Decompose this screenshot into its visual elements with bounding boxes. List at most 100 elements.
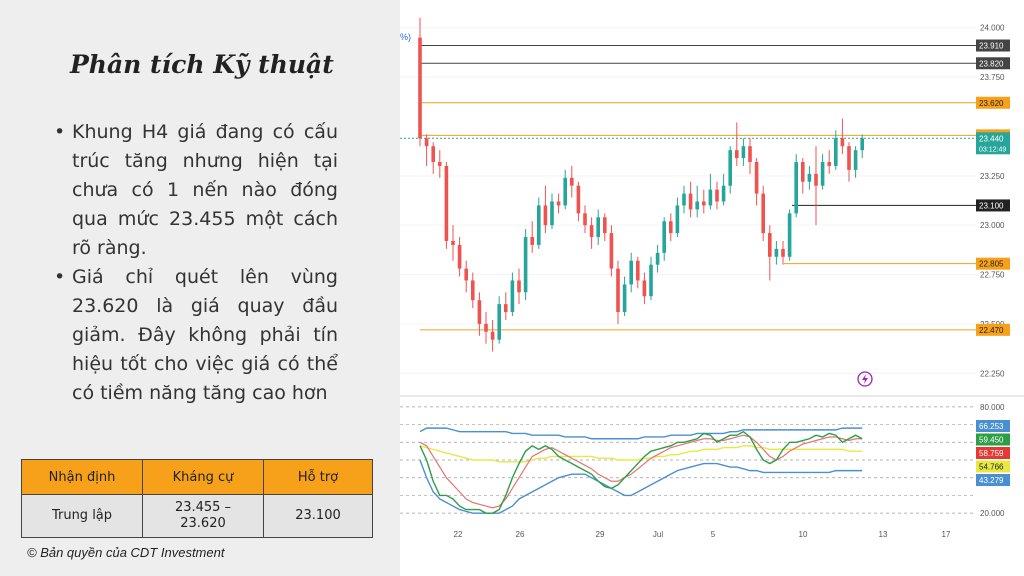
current-price-tag	[976, 132, 1010, 155]
candle-body	[735, 150, 739, 159]
price-tick-label: 23.000	[980, 221, 1005, 230]
copyright: © Bản quyền của CDT Investment	[27, 545, 225, 560]
oscillator-marker	[976, 474, 1010, 486]
candle-body	[464, 268, 468, 281]
candle-body	[543, 205, 548, 226]
time-tick-label: Jul	[653, 530, 663, 539]
lightning-icon[interactable]	[857, 371, 873, 387]
time-tick-label: 5	[711, 530, 716, 539]
price-tick-label: 23.750	[980, 73, 1005, 82]
level-tag	[976, 199, 1010, 212]
candle-body	[457, 244, 462, 269]
candle-body	[629, 260, 633, 285]
candle-body	[504, 304, 508, 313]
oscillator-marker-label: 54.766	[979, 463, 1004, 472]
candle-body	[768, 233, 772, 257]
candle-body	[471, 280, 475, 301]
oscillator-marker	[976, 460, 1010, 473]
resistance-value: 23.455 – 23.620	[174, 500, 232, 531]
price-grid	[400, 27, 976, 374]
candle-body	[774, 248, 779, 257]
time-tick-label: 17	[942, 530, 951, 539]
candle-body	[840, 138, 845, 147]
candle-body	[761, 193, 765, 234]
price-tick-label: 24.000	[980, 24, 1005, 33]
level-tag	[976, 57, 1010, 70]
candle-body	[609, 233, 614, 269]
level-tag-label: 22.805	[979, 260, 1004, 269]
countdown-label: 03:12:49	[979, 146, 1006, 153]
left-panel: Phân tích Kỹ thuật Khung H4 giá đang có …	[0, 0, 400, 576]
candle-body	[655, 252, 660, 265]
candle-body	[820, 162, 825, 186]
price-tick-label: 22.750	[980, 271, 1005, 280]
candle-body	[636, 260, 640, 281]
level-tag	[976, 39, 1010, 52]
candlestick-chart[interactable]: 24.00023.75023.25023.00022.75022.50022.2…	[400, 0, 1024, 576]
bullet-item: Giá chỉ quét lên vùng 23.620 là giá quay…	[54, 263, 338, 408]
price-tick-label: 23.250	[980, 172, 1005, 181]
candle-body	[537, 205, 541, 245]
time-tick-label: 22	[454, 530, 463, 539]
candle-body	[748, 146, 752, 162]
time-tick-label: 13	[879, 530, 888, 539]
candle-body	[556, 201, 561, 206]
level-tags: 23.91023.82023.62023.45523.10022.80522.4…	[976, 39, 1010, 336]
header-support: Hỗ trợ	[263, 459, 373, 495]
level-lines	[400, 45, 976, 331]
candle-body	[438, 162, 442, 166]
oscillator-marker-label: 58.759	[979, 449, 1004, 458]
candle-body	[801, 162, 805, 182]
chart-background	[400, 0, 1024, 576]
oscillator-marker	[976, 447, 1010, 459]
candle-body	[616, 268, 620, 313]
candles	[418, 17, 864, 352]
candle-body	[484, 323, 488, 332]
candle-body	[642, 280, 647, 297]
candle-body	[669, 221, 673, 234]
candle-body	[517, 280, 521, 293]
oscillator-marker-label: 43.279	[979, 476, 1004, 485]
candle-body	[424, 138, 429, 147]
time-tick-label: 10	[799, 530, 808, 539]
level-tag-label: 23.100	[979, 201, 1004, 210]
bullet-item: Khung H4 giá đang có cấu trúc tăng nhưng…	[54, 118, 338, 263]
candle-body	[589, 225, 594, 238]
candle-body	[523, 237, 528, 293]
level-tag-label: 23.910	[979, 42, 1004, 51]
candle-body	[583, 213, 587, 226]
level-tag-label: 23.820	[979, 59, 1004, 68]
candle-body	[847, 146, 851, 170]
candle-body	[860, 138, 864, 151]
level-tag	[976, 257, 1010, 270]
candle-body	[675, 205, 680, 234]
cell-assessment: Trung lập	[21, 494, 143, 538]
candle-body	[451, 240, 455, 245]
oscillator-marker	[976, 420, 1010, 432]
candle-body	[682, 193, 686, 206]
candle-body	[702, 201, 706, 206]
corner-label: %)	[400, 32, 411, 42]
candle-body	[596, 217, 600, 238]
candle-body	[662, 221, 666, 253]
candle-body	[649, 264, 653, 297]
candle-body	[490, 331, 495, 340]
candle-body	[622, 284, 627, 313]
candle-body	[794, 162, 798, 214]
candle-body	[715, 189, 719, 202]
time-tick-label: 29	[596, 530, 605, 539]
candle-body	[834, 138, 838, 166]
candle-body	[431, 146, 435, 162]
candle-body	[570, 177, 574, 186]
header-assessment: Nhận định	[21, 459, 143, 495]
level-tag	[976, 323, 1010, 336]
oscillator-marker	[976, 433, 1010, 446]
cell-support: 23.100	[263, 494, 373, 538]
price-tick-label: 22.250	[980, 369, 1005, 378]
header-resistance: Kháng cự	[142, 459, 264, 495]
candle-body	[477, 300, 482, 324]
candle-body	[510, 280, 515, 313]
bullet-list: Khung H4 giá đang có cấu trúc tăng nhưng…	[54, 118, 338, 408]
current-price-label: 23.440	[979, 134, 1004, 143]
oscillator-tick-label: 80.000	[980, 403, 1005, 412]
